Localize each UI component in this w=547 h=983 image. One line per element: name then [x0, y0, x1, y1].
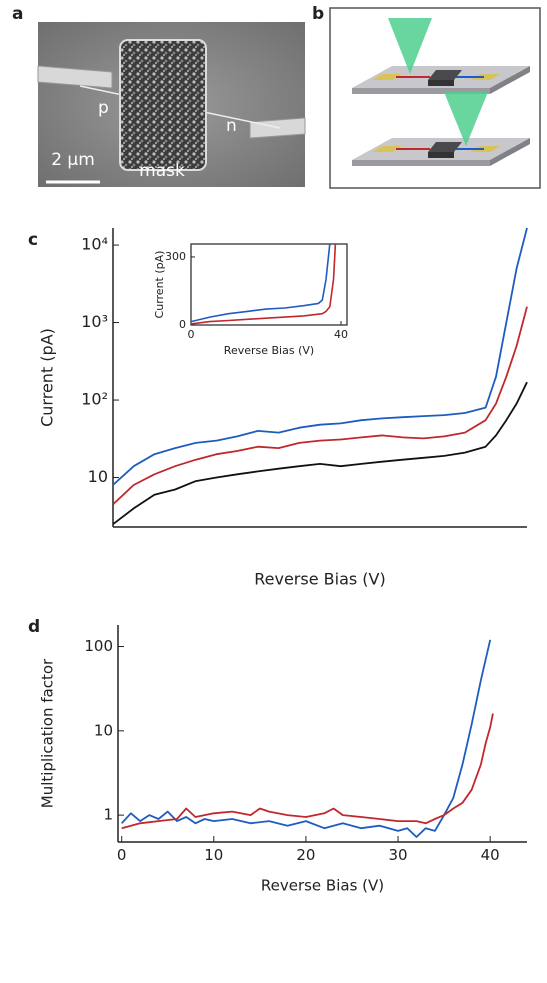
panel-label: c — [28, 230, 38, 250]
data-line — [112, 227, 528, 486]
x-axis-label: Reverse Bias (V) — [261, 877, 384, 895]
y-tick-label: 100 — [84, 637, 113, 655]
data-line — [190, 243, 331, 323]
x-tick-label: 30 — [388, 846, 407, 864]
data-line — [190, 243, 337, 325]
x-axis-label: Reverse Bias (V) — [254, 570, 385, 589]
panel-label: b — [312, 4, 324, 24]
data-line — [112, 306, 528, 506]
y-tick-label: 1 — [103, 806, 113, 824]
panel-label: a — [12, 4, 23, 24]
y-tick-label: 10³ — [81, 312, 108, 331]
n-label: n — [226, 116, 237, 136]
x-tick-label: 40 — [334, 328, 348, 341]
plot-frame — [190, 243, 348, 326]
p-label: p — [98, 98, 109, 118]
y-tick-label: 10 — [94, 721, 113, 739]
y-tick-label: 10⁴ — [81, 235, 108, 254]
x-tick-label: 10 — [204, 846, 223, 864]
y-tick-label: 10 — [88, 467, 108, 486]
x-tick-label: 40 — [481, 846, 500, 864]
x-tick-label: 0 — [188, 328, 195, 341]
data-line — [112, 381, 528, 525]
x-axis-label: Reverse Bias (V) — [224, 344, 314, 357]
y-axis-label: Current (pA) — [38, 328, 57, 427]
mask-label: mask — [139, 161, 185, 181]
y-tick-label: 300 — [165, 250, 186, 263]
schematic — [329, 7, 541, 189]
y-axis-label: Current (pA) — [153, 251, 166, 319]
data-line — [121, 713, 494, 830]
scale-bar-label: 2 µm — [51, 150, 95, 170]
sem-image — [37, 22, 306, 187]
x-tick-label: 0 — [117, 846, 127, 864]
y-tick-label: 0 — [179, 318, 186, 331]
y-axis-label: Multiplication factor — [39, 658, 57, 808]
data-line — [121, 639, 492, 838]
panel-label: d — [28, 617, 40, 637]
x-tick-label: 20 — [296, 846, 315, 864]
y-tick-label: 10² — [81, 390, 108, 409]
